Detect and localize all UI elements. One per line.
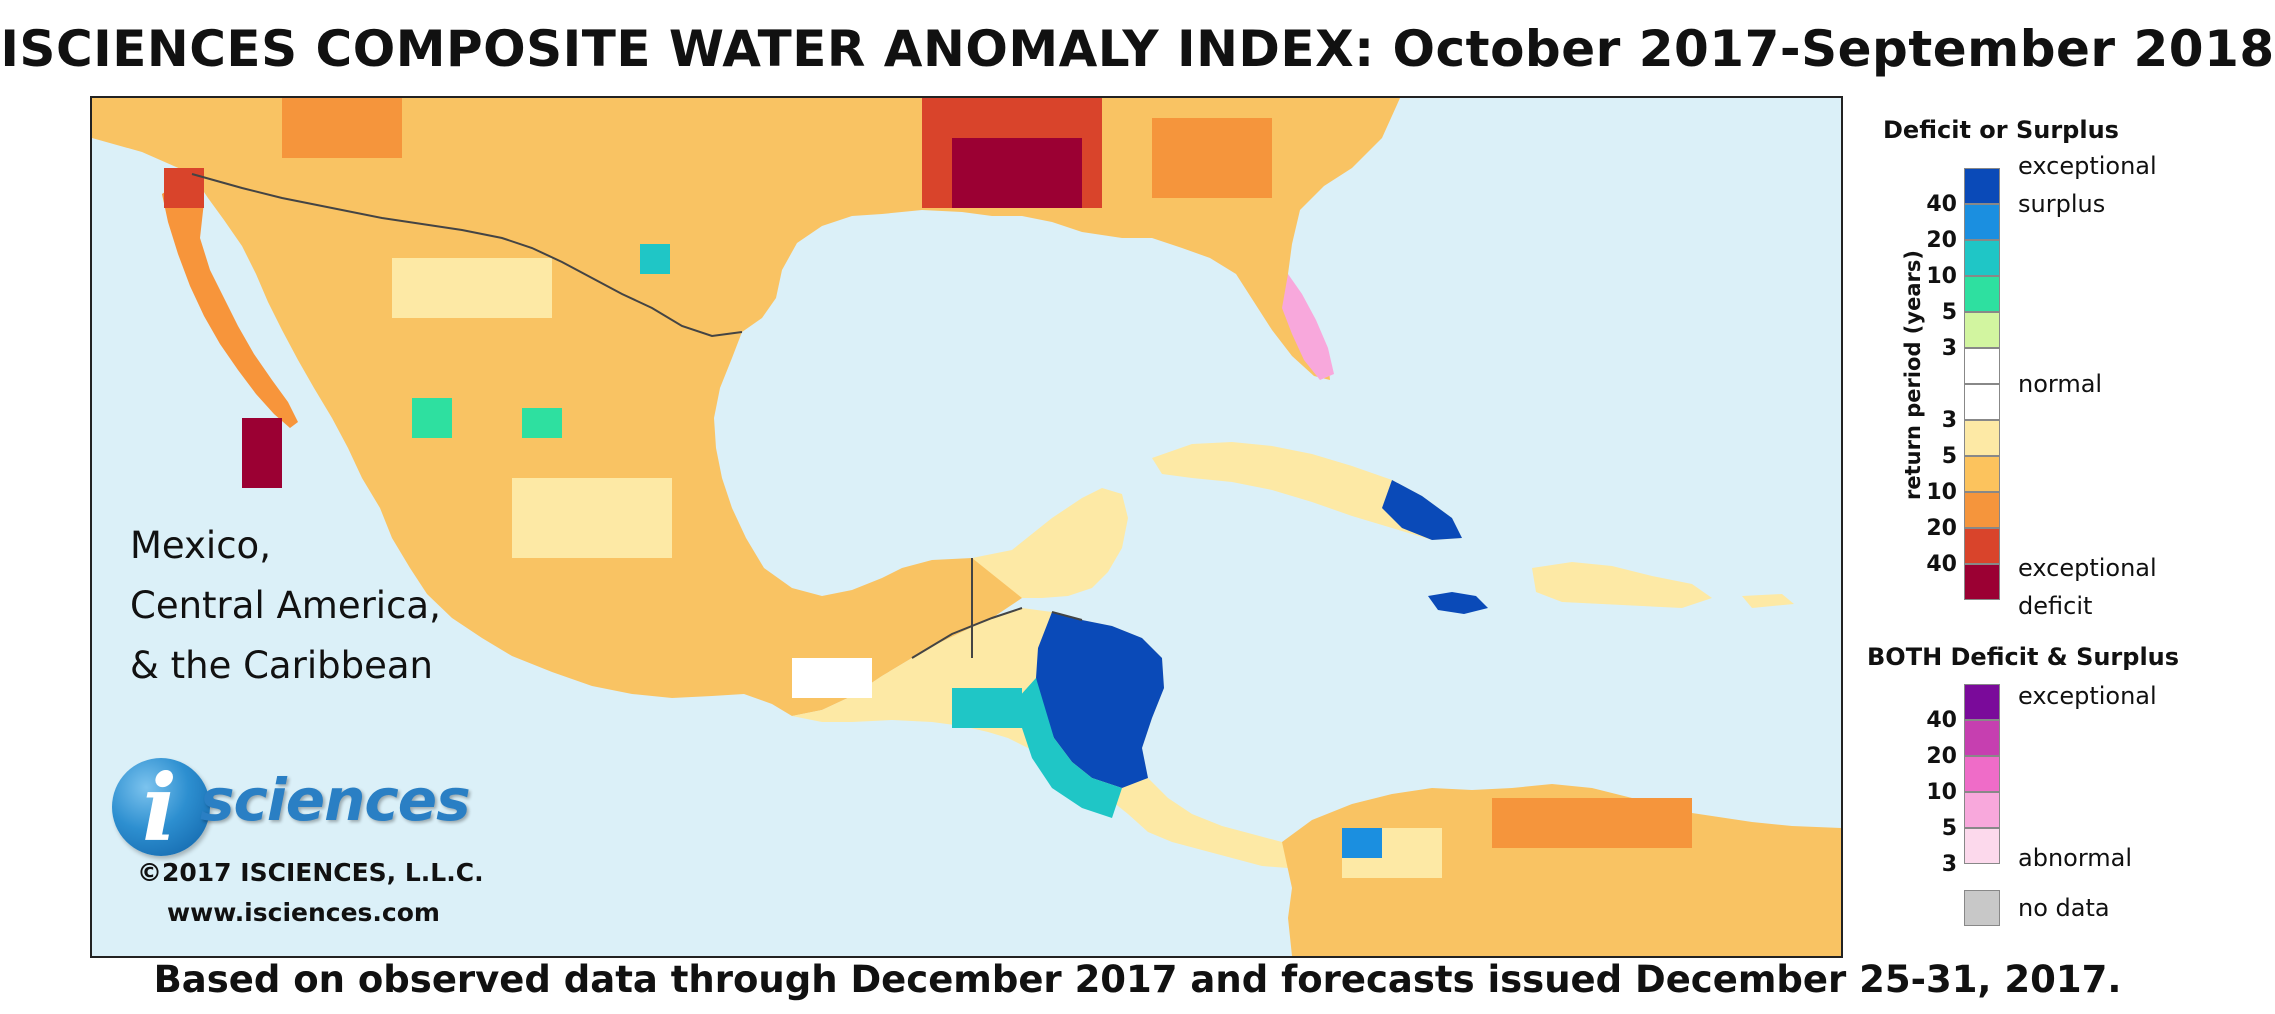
legend-no-data: no data (2018, 894, 2110, 922)
legend-swatch-deficit-20 (1964, 528, 2000, 564)
legend-swatch-surplus-5 (1964, 276, 2000, 312)
legend-deficit-number-3: 3 (1941, 408, 1957, 433)
map-panel: Mexico, Central America, & the Caribbean… (90, 96, 1843, 958)
legend-normal: normal (2018, 370, 2103, 398)
legend-exceptional-deficit-1: exceptional (2018, 554, 2157, 582)
logo-word: sciences (200, 766, 471, 834)
baja-california (162, 174, 298, 428)
legend-surplus-number-20: 20 (1926, 228, 1957, 253)
legend-swatch-both-3 (1964, 828, 2000, 864)
legend-swatch-both-5 (1964, 792, 2000, 828)
website-link[interactable]: www.isciences.com (167, 898, 440, 927)
legend-swatch-surplus-20 (1964, 204, 2000, 240)
legend-swatch-surplus-10 (1964, 240, 2000, 276)
legend-both-number-20: 20 (1926, 744, 1957, 769)
legend-swatch-both-40 (1964, 684, 2000, 720)
legend-swatch-normal-2 (1964, 384, 2000, 420)
legend-both-number-3: 3 (1941, 852, 1957, 877)
surplus-patches (412, 244, 1382, 858)
logo-letter: i (142, 754, 177, 862)
legend-swatch-deficit-10 (1964, 492, 2000, 528)
copyright: ©2017 ISCIENCES, L.L.C. (137, 858, 484, 887)
legend-both-number-10: 10 (1926, 780, 1957, 805)
legend-surplus-number-5: 5 (1941, 300, 1957, 325)
south-america (1282, 784, 1841, 956)
region-label-line-2: Central America, (130, 584, 441, 627)
legend-swatch-normal-1 (1964, 348, 2000, 384)
legend-exceptional-surplus-1: exceptional (2018, 152, 2157, 180)
legend-both-number-5: 5 (1941, 816, 1957, 841)
legend-swatch-both-10 (1964, 756, 2000, 792)
legend-both-exceptional: exceptional (2018, 682, 2157, 710)
map-legend: Deficit or Surplus return period (years)… (1853, 98, 2275, 954)
hispaniola (1532, 562, 1712, 608)
legend-swatch-deficit-3 (1964, 420, 2000, 456)
legend-both-number-40: 40 (1926, 708, 1957, 733)
footer-note: Based on observed data through December … (153, 958, 2122, 1001)
legend-title-both: BOTH Deficit & Surplus (1867, 643, 2180, 671)
legend-title-deficit-surplus: Deficit or Surplus (1883, 116, 2119, 144)
legend-surplus-number-3: 3 (1941, 336, 1957, 361)
legend-exceptional-deficit-2: deficit (2018, 592, 2093, 620)
legend-deficit-number-20: 20 (1926, 516, 1957, 541)
florida (1282, 274, 1334, 380)
region-label: Mexico, Central America, & the Caribbean (130, 516, 441, 696)
legend-swatch-no-data (1964, 890, 2000, 926)
region-label-line-1: Mexico, (130, 524, 271, 567)
legend-swatch-surplus-40 (1964, 168, 2000, 204)
logo-circle-icon (112, 758, 210, 856)
legend-swatch-both-20 (1964, 720, 2000, 756)
legend-surplus-number-40: 40 (1926, 192, 1957, 217)
legend-deficit-number-40: 40 (1926, 552, 1957, 577)
legend-surplus-number-10: 10 (1926, 264, 1957, 289)
us-mexico-border (191, 173, 743, 338)
yucatan (972, 488, 1128, 598)
honduras-nicaragua (1036, 612, 1164, 788)
cuba (1152, 442, 1462, 540)
region-label-line-3: & the Caribbean (130, 644, 433, 687)
legend-deficit-number-10: 10 (1926, 480, 1957, 505)
legend-swatch-deficit-5 (1964, 456, 2000, 492)
jamaica (1428, 592, 1488, 614)
legend-both-abnormal: abnormal (2018, 844, 2133, 872)
legend-swatch-deficit-40 (1964, 564, 2000, 600)
legend-swatch-surplus-3 (1964, 312, 2000, 348)
isciences-logo: i sciences (112, 754, 482, 868)
legend-exceptional-surplus-2: surplus (2018, 190, 2106, 218)
water-anomaly-map (92, 98, 1841, 956)
map-title: ISCIENCES COMPOSITE WATER ANOMALY INDEX:… (0, 20, 2275, 78)
legend-deficit-number-5: 5 (1941, 444, 1957, 469)
puerto-rico (1742, 594, 1794, 608)
